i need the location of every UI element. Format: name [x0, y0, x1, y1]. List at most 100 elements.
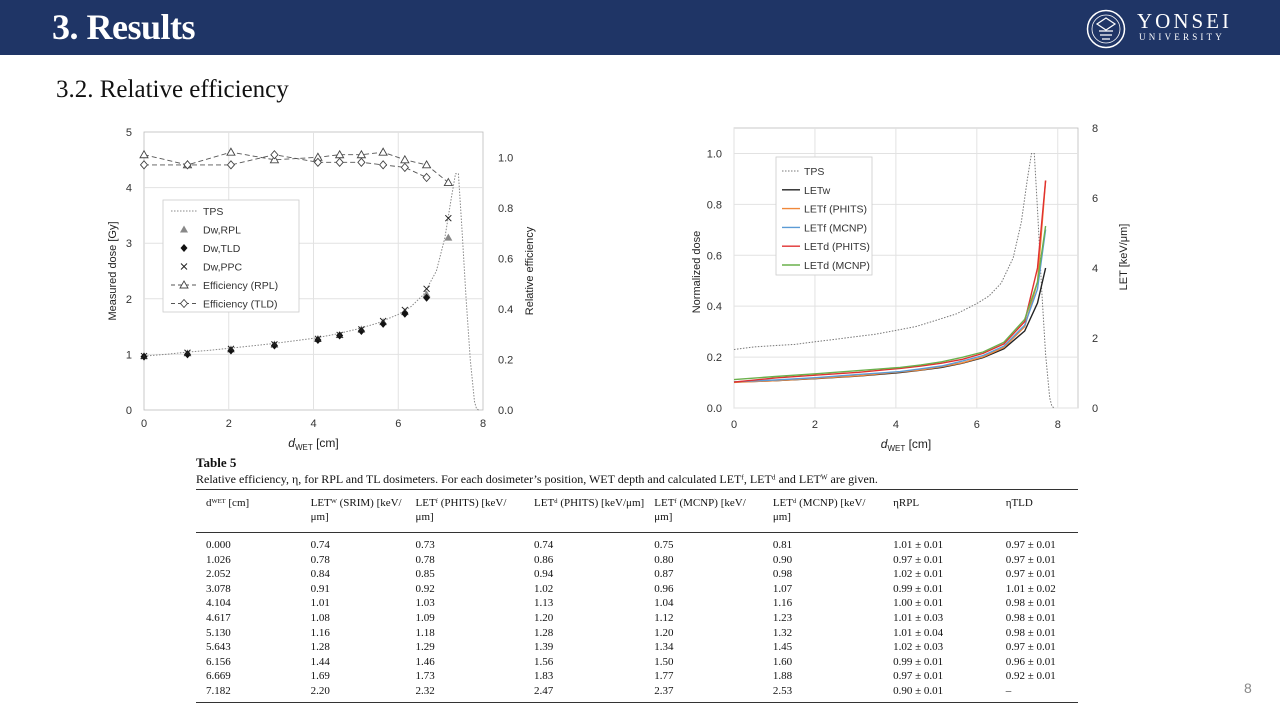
x-tick-label: 0	[731, 419, 737, 431]
y-right-tick-label: 1.0	[498, 152, 513, 164]
dw-ppc-point	[314, 335, 322, 343]
table-cell: 1.83	[534, 670, 554, 683]
table-row: 2.052 0.84 0.85 0.94 0.87 0.98 1.02 ± 0.01 0.97…	[196, 567, 1078, 582]
table-cell: 2.32	[405, 683, 525, 703]
let-series-line	[733, 225, 1047, 381]
table-row: 5.643 1.28 1.29 1.39 1.34 1.45 1.02 ± 0.03 0.97…	[196, 640, 1078, 655]
table-cell: 0.81	[772, 539, 793, 551]
table-cell: 0.98 ± 0.01	[1005, 611, 1056, 624]
y-right-tick-label: 0.8	[498, 203, 513, 215]
table-cell: 1.16	[310, 626, 330, 639]
y-left-tick-label: 0.6	[707, 250, 722, 262]
chart-normalized-dose-let: 0 2 4 6 8 0.0 0.2 0.4 0.6 0.8 1.0 0 2 4 6 8 Normalized d…	[691, 123, 1130, 453]
table-cell: 1.20	[534, 611, 554, 624]
table-cell: 7.182	[196, 683, 301, 703]
table-cell: 1.16	[772, 597, 793, 610]
table-cell: 0.80	[654, 553, 674, 566]
slide-title: 3. Results	[52, 7, 196, 47]
dw-tld-point	[314, 335, 322, 344]
y-right-tick-label: 8	[1092, 123, 1098, 135]
table-cell: 1.12	[654, 611, 674, 624]
results-table: dᵂᴱᵀ [cm] LETᵂ (SRIM) [keV/μm] LETᶠ (PHITS…	[196, 489, 1078, 703]
table-header-cell: LETᶠ (MCNP) [keV/μm]	[644, 489, 763, 533]
table-cell: 2.20	[300, 683, 406, 703]
table-cell: 0.78	[310, 553, 330, 566]
table-cell: 0.92	[415, 582, 435, 595]
table-cell: 0.92 ± 0.01	[1005, 670, 1056, 683]
table-cell: 0.94	[534, 568, 554, 581]
table-cell: 0.96 ± 0.01	[1005, 655, 1056, 668]
y-left-tick-label: 4	[126, 183, 132, 195]
table-cell: 0.73	[415, 539, 435, 551]
table-cell: 4.104	[206, 597, 231, 610]
y-right-tick-label: 0.6	[498, 253, 513, 265]
table-cell: 0.87	[654, 568, 674, 581]
table-cell: 0.97 ± 0.01	[1005, 553, 1056, 566]
dw-tld-point	[183, 350, 191, 359]
section-subtitle: 3.2. Relative efficiency	[56, 76, 289, 103]
dw-ppc-point	[184, 349, 191, 357]
table-cell: 2.37	[644, 683, 763, 703]
x-axis-label: dWET [cm]	[881, 437, 931, 453]
dw-ppc-point	[227, 345, 235, 353]
dw-tld-point	[379, 319, 387, 328]
efficiency-tld-line	[144, 154, 427, 178]
university-name: YONSEI	[1137, 9, 1232, 33]
table-cell: 1.09	[415, 611, 435, 624]
table-cell: 1.88	[772, 670, 793, 683]
table-cell: 1.28	[534, 626, 554, 639]
table-row: 1.026 0.78 0.78 0.86 0.80 0.90 0.97 ± 0.01 0.97…	[196, 553, 1078, 568]
table-cell: 1.29	[415, 641, 435, 654]
x-tick-label: 8	[1055, 419, 1061, 431]
table-description: Relative efficiency, η, for RPL and TL d…	[196, 472, 878, 486]
table-cell: 0.75	[654, 539, 674, 551]
legend-marker	[180, 263, 188, 270]
dw-tld-point	[270, 341, 278, 350]
table-cell: 1.28	[310, 641, 330, 654]
y-left-tick-label: 0.2	[707, 352, 722, 364]
table-cell: 0.90	[772, 553, 793, 566]
table-cell: 1.03	[415, 597, 435, 610]
legend-label: LETd (PHITS)	[804, 241, 870, 253]
table-cell: 6.156	[206, 655, 231, 668]
table-row: 6.156 1.44 1.46 1.56 1.50 1.60 0.99 ± 0.01 0.96…	[196, 655, 1078, 670]
y-right-tick-label: 4	[1092, 263, 1098, 275]
yonsei-emblem-icon	[1086, 9, 1126, 49]
table-header-cell: ηRPL	[883, 489, 996, 533]
legend-label: LETd (MCNP)	[804, 260, 870, 272]
table-cell: 0.98	[772, 568, 793, 581]
table-cell: 4.617	[206, 611, 231, 624]
table-cell: 5.130	[206, 626, 231, 639]
table-cell: 1.01	[310, 597, 330, 610]
efficiency-tld-point	[379, 160, 388, 170]
table-header-cell: LETᵈ (MCNP) [keV/μm]	[762, 489, 884, 533]
legend-box	[162, 199, 300, 313]
slide-header: 3. Results YONSEI UNIVERSITY	[0, 0, 1280, 55]
legend-label: LETf (PHITS)	[804, 204, 867, 216]
table-cell: 1.34	[654, 641, 674, 654]
y-left-tick-label: 1.0	[707, 148, 722, 160]
table-cell: 0.97 ± 0.01	[893, 670, 944, 683]
table-cell: 0.86	[534, 553, 554, 566]
dw-ppc-point	[444, 214, 452, 222]
efficiency-tld-point	[313, 157, 323, 168]
y-right-tick-label: 0.2	[498, 354, 513, 366]
efficiency-rpl-point	[226, 147, 236, 156]
table-cell: 0.84	[310, 568, 330, 581]
table-cell: 1.02	[534, 582, 554, 595]
dw-ppc-point	[140, 352, 148, 360]
university-subtitle: UNIVERSITY	[1139, 32, 1225, 42]
table-row: 7.182 2.20 2.32 2.47 2.37 2.53 0.90 ± 0.01–	[196, 683, 1078, 703]
efficiency-rpl-point	[443, 177, 454, 186]
table-cell: 1.44	[310, 655, 330, 668]
dw-tld-point	[227, 346, 235, 355]
table-cell: 0.78	[415, 553, 435, 566]
table-row: 4.617 1.08 1.09 1.20 1.12 1.23 1.01 ± 0.03 0.98…	[196, 611, 1078, 626]
table-row: 4.104 1.01 1.03 1.13 1.04 1.16 1.00 ± 0.01 0.98…	[196, 596, 1078, 611]
table-cell: 1.69	[310, 670, 330, 683]
efficiency-tld-point	[226, 160, 236, 170]
table-cell: 1.46	[415, 655, 435, 668]
legend-label: Dw,TLD	[203, 243, 241, 255]
legend-marker	[180, 225, 188, 233]
y-right-tick-label: 0.0	[498, 405, 513, 417]
